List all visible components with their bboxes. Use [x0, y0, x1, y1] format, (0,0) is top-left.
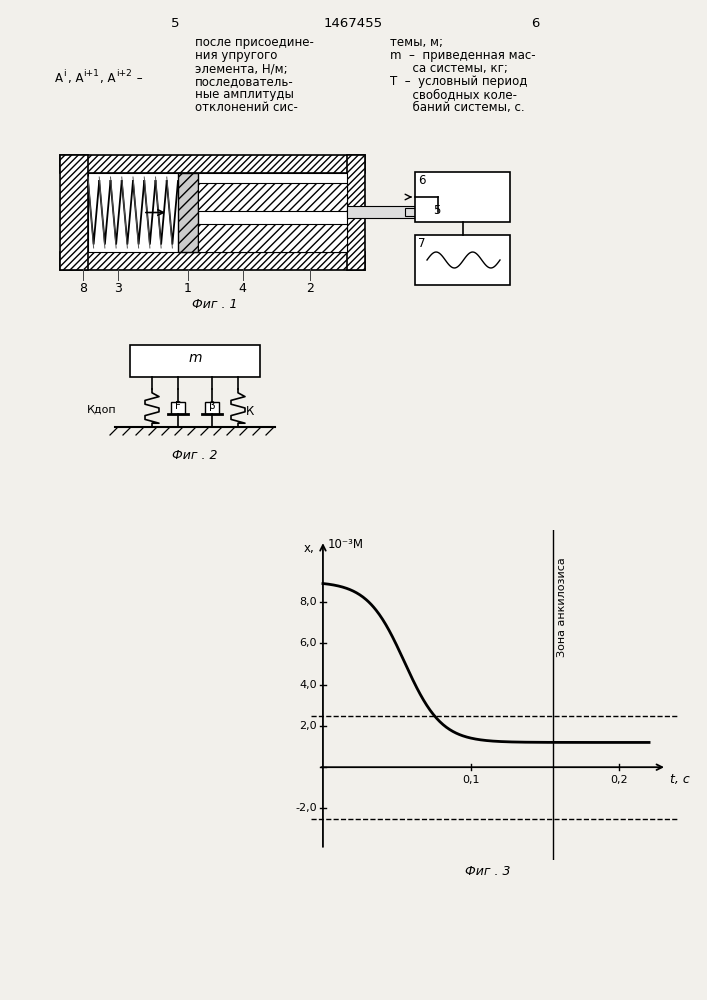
- Text: 0,2: 0,2: [611, 775, 629, 785]
- Text: Фиг . 3: Фиг . 3: [465, 865, 510, 878]
- Bar: [88, 173, 347, 252]
- Bar: [205, 402, 219, 414]
- Text: 1467455: 1467455: [323, 17, 382, 30]
- Bar: [415, 172, 510, 222]
- Text: i: i: [63, 69, 66, 78]
- Text: элемента, Н/м;: элемента, Н/м;: [195, 62, 288, 75]
- Text: 2: 2: [306, 282, 314, 295]
- Text: F: F: [175, 401, 181, 411]
- Text: темы, м;: темы, м;: [390, 36, 443, 49]
- Bar: [60, 155, 365, 173]
- Bar: [60, 252, 365, 270]
- Bar: [171, 402, 185, 414]
- Text: ные амплитуды: ные амплитуды: [195, 88, 294, 101]
- Text: i+2: i+2: [116, 69, 132, 78]
- Text: , A: , A: [100, 72, 115, 85]
- Text: Фиг . 2: Фиг . 2: [173, 449, 218, 462]
- Bar: [430, 206, 438, 218]
- Text: К: К: [246, 405, 255, 418]
- Text: 6: 6: [418, 174, 426, 187]
- Text: са системы, кг;: са системы, кг;: [390, 62, 508, 75]
- Text: 8,0: 8,0: [299, 597, 317, 607]
- Text: баний системы, с.: баний системы, с.: [390, 101, 525, 114]
- Text: , A: , A: [68, 72, 83, 85]
- Text: A: A: [55, 72, 63, 85]
- Text: m: m: [188, 351, 201, 365]
- Text: последователь-: последователь-: [195, 75, 293, 88]
- Text: 0,1: 0,1: [462, 775, 480, 785]
- Text: -2,0: -2,0: [296, 803, 317, 813]
- Text: T  –  условный период: T – условный период: [390, 75, 527, 88]
- Text: 4: 4: [239, 282, 247, 295]
- Text: m  –  приведенная мас-: m – приведенная мас-: [390, 49, 536, 62]
- Text: свободных коле-: свободных коле-: [390, 88, 517, 101]
- Text: β: β: [209, 401, 216, 411]
- Text: 3: 3: [114, 282, 122, 295]
- Text: 1: 1: [184, 282, 192, 295]
- Text: Кдоп: Кдоп: [88, 405, 117, 415]
- Bar: [60, 155, 88, 270]
- Text: Зона анкилозиса: Зона анкилозиса: [557, 557, 567, 657]
- Text: 7: 7: [418, 237, 426, 250]
- Bar: [405, 208, 430, 216]
- Bar: [130, 345, 260, 377]
- Text: t, c: t, c: [670, 773, 689, 786]
- Text: отклонений сис-: отклонений сис-: [195, 101, 298, 114]
- Text: 2,0: 2,0: [299, 721, 317, 731]
- Bar: [198, 224, 347, 252]
- Text: i+1: i+1: [83, 69, 99, 78]
- Bar: [347, 206, 425, 218]
- Text: 6,0: 6,0: [300, 638, 317, 648]
- Text: 10⁻³М: 10⁻³М: [327, 538, 363, 551]
- Text: 8: 8: [79, 282, 87, 295]
- Bar: [178, 173, 198, 252]
- Text: 4,0: 4,0: [299, 680, 317, 690]
- Text: после присоедине-: после присоедине-: [195, 36, 314, 49]
- Text: 6: 6: [531, 17, 539, 30]
- Bar: [198, 183, 347, 211]
- Text: x,: x,: [303, 542, 314, 555]
- Text: 5: 5: [433, 204, 440, 217]
- Text: ния упругого: ния упругого: [195, 49, 277, 62]
- Bar: [347, 155, 365, 270]
- Text: 5: 5: [171, 17, 180, 30]
- Text: Фиг . 1: Фиг . 1: [192, 298, 238, 311]
- Text: –: –: [133, 72, 143, 85]
- Bar: [415, 235, 510, 285]
